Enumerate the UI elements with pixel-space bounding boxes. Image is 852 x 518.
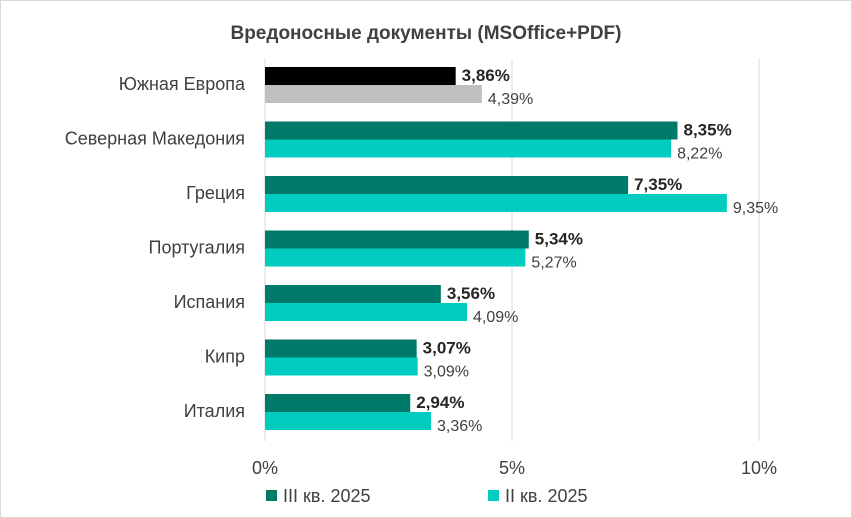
legend-label: II кв. 2025 <box>505 486 588 506</box>
data-label: 5,34% <box>535 230 583 249</box>
bars: 3,86% 4,39% 8,35% 8,22% 7,35% 9,35% 5,34% 5,27%… <box>265 66 778 435</box>
bar <box>265 139 672 158</box>
x-tick-label: 0% <box>252 458 278 478</box>
legend-label: III кв. 2025 <box>283 486 371 506</box>
x-axis-ticks: 0% 5% 10% <box>252 458 777 478</box>
legend-swatch <box>488 490 499 501</box>
data-label: 2,94% <box>416 393 464 412</box>
category-label: Испания <box>174 292 245 312</box>
bar <box>265 248 526 267</box>
category-label: Португалия <box>149 238 246 258</box>
data-label: 8,35% <box>683 121 731 140</box>
x-tick-label: 5% <box>499 458 525 478</box>
legend: III кв. 2025 II кв. 2025 <box>266 486 588 506</box>
bar <box>265 412 431 430</box>
bar <box>265 303 468 321</box>
category-label: Греция <box>186 183 245 203</box>
chart-title: Вредоносные документы (MSOffice+PDF) <box>230 23 621 44</box>
category-label: Италия <box>184 401 245 421</box>
data-label: 4,39% <box>488 91 533 108</box>
bar <box>265 176 629 194</box>
data-label: 3,56% <box>447 284 495 303</box>
category-labels: Южная Европа Северная Македония Греция Порт… <box>65 74 246 421</box>
legend-swatch <box>266 490 277 501</box>
data-label: 3,09% <box>424 364 469 381</box>
bar <box>265 85 482 103</box>
x-tick-label: 10% <box>741 458 777 478</box>
bar <box>265 230 529 249</box>
data-label: 5,27% <box>531 255 576 272</box>
data-label: 3,86% <box>462 66 510 85</box>
data-label: 3,07% <box>423 339 471 358</box>
data-label: 7,35% <box>634 175 682 194</box>
bar <box>265 357 418 376</box>
data-label: 8,22% <box>677 146 722 163</box>
bar <box>265 285 441 303</box>
data-label: 4,09% <box>473 309 518 326</box>
category-label: Южная Европа <box>119 74 246 94</box>
bar <box>265 67 456 85</box>
bar <box>265 194 727 212</box>
category-label: Северная Македония <box>65 129 245 149</box>
data-label: 3,36% <box>437 418 482 435</box>
bar <box>265 121 678 140</box>
category-label: Кипр <box>205 347 245 367</box>
bar <box>265 339 417 358</box>
data-label: 9,35% <box>733 200 778 217</box>
bar <box>265 394 411 412</box>
